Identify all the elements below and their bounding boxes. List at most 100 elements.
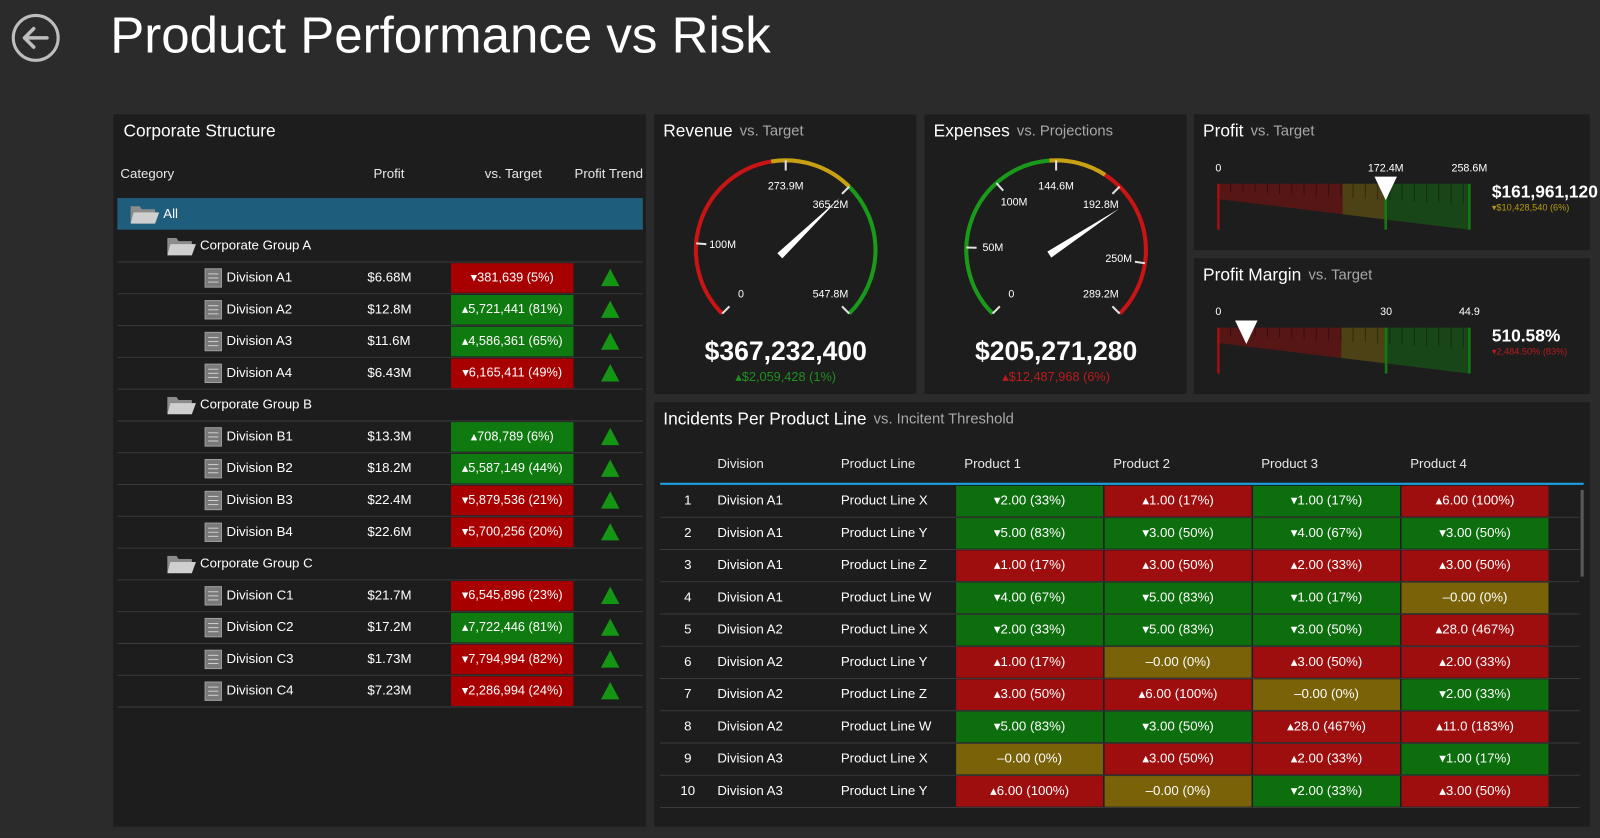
panel-title-main: Incidents Per Product Line: [663, 408, 866, 428]
incident-value: ▾1.00 (17%): [1291, 589, 1362, 604]
trend-icon: [601, 618, 620, 636]
vs-target-value: ▾5,879,536 (21%): [462, 492, 563, 507]
back-arrow[interactable]: [22, 26, 49, 49]
vs-target-value: ▾6,545,896 (23%): [462, 587, 563, 602]
vs-target-cell: [451, 263, 574, 293]
incident-cell: [1104, 647, 1252, 678]
bullet-delta: ▾$10,428,540 (6%): [1492, 203, 1570, 213]
trend-icon: [601, 300, 620, 318]
product-line-cell: Product Line W: [841, 718, 932, 733]
incident-cell: [1401, 711, 1549, 743]
incident-value: ▴6.00 (100%): [1139, 686, 1218, 701]
incident-value: ▾4.00 (67%): [1291, 525, 1362, 540]
bullet-delta: ▾2,484.50% (83%): [1492, 347, 1567, 357]
gauge-needle: [1047, 208, 1120, 258]
gauge-tick-label: 547.8M: [813, 289, 849, 301]
incident-cell: [1104, 582, 1252, 614]
product-line-cell: Product Line X: [841, 622, 928, 637]
incident-value: ▴1.00 (17%): [994, 557, 1065, 572]
division-cell: Division A2: [717, 718, 783, 733]
row-number: 9: [684, 751, 691, 766]
incident-value: ▾3.00 (50%): [1142, 718, 1213, 733]
row-number: 2: [684, 525, 691, 540]
page-title: Product Performance vs Risk: [110, 6, 771, 63]
division-cell: Division A1: [717, 525, 783, 540]
product-line-cell: Product Line X: [841, 493, 928, 508]
vs-target-cell: [451, 358, 574, 389]
incident-value: ▴3.00 (50%): [1439, 557, 1510, 572]
column-header: Product 2: [1113, 456, 1170, 471]
incident-cell: [1401, 776, 1549, 807]
product-line-cell: Product Line Y: [841, 654, 928, 669]
trend-icon: [601, 682, 620, 700]
incident-cell: [1253, 679, 1400, 710]
incident-cell: [1104, 485, 1252, 517]
row-number: 6: [684, 654, 691, 669]
group-label: Corporate Group C: [200, 556, 313, 571]
incident-cell: [1253, 776, 1400, 807]
vs-target-value: ▾7,794,994 (82%): [462, 651, 563, 666]
tree-label: All: [163, 206, 178, 221]
row-number: 3: [684, 557, 691, 572]
column-header: Division: [717, 456, 763, 471]
vs-target-cell: [451, 676, 574, 706]
vs-target-value: ▾5,700,256 (20%): [462, 524, 563, 539]
gauge-tick-label: 250M: [1105, 253, 1132, 265]
gauge-band: [847, 185, 878, 316]
column-header: vs. Target: [485, 166, 543, 181]
group-icon: [167, 562, 196, 574]
vs-target-value: ▴708,789 (6%): [471, 428, 554, 443]
incident-value: ▾1.00 (17%): [1439, 751, 1510, 766]
product-line-cell: Product Line Y: [841, 525, 928, 540]
trend-icon: [601, 586, 620, 604]
incident-cell: [1253, 614, 1400, 646]
incident-cell: [1253, 582, 1400, 614]
bullet-marker: [1235, 320, 1258, 344]
incident-cell: [1253, 711, 1400, 743]
panel-subtitle: vs. Incitent Threshold: [874, 411, 1014, 427]
column-header: Profit: [373, 166, 404, 181]
incident-value: ▴28.0 (467%): [1287, 718, 1366, 733]
division-label: Division A1: [227, 269, 293, 284]
incident-cell: [1104, 776, 1252, 807]
panel-subtitle: vs. Target: [740, 124, 804, 140]
bullet-band: [1218, 183, 1343, 215]
group-label: Corporate Group A: [200, 238, 311, 253]
column-header: Product 4: [1410, 456, 1467, 471]
profit-value: $22.4M: [367, 492, 411, 507]
incident-cell: [1401, 582, 1549, 614]
vs-target-cell: [451, 453, 574, 484]
group-label: Corporate Group B: [200, 397, 312, 412]
vs-target-cell: [451, 612, 574, 643]
incident-value: ▾3.00 (50%): [1142, 525, 1213, 540]
back-button[interactable]: [11, 13, 60, 62]
division-label: Division C3: [227, 651, 294, 666]
column-header: Product 3: [1261, 456, 1318, 471]
panel-title: Incidents Per Product Line vs. Incitent T…: [663, 408, 1014, 428]
column-header: Profit Trend: [574, 166, 643, 181]
incident-cell: [956, 711, 1104, 743]
panel-title: Profit vs. Target: [1203, 120, 1314, 140]
incident-cell: [1104, 711, 1252, 743]
gauge-tick-label: 289.2M: [1083, 289, 1119, 301]
bullet-value: 510.58%: [1492, 325, 1560, 345]
product-line-cell: Product Line Z: [841, 557, 927, 572]
root-icon: [130, 212, 160, 224]
trend-icon: [601, 523, 620, 541]
incident-cell: [1401, 485, 1549, 517]
division-label: Division B3: [227, 492, 293, 507]
back-button-ring[interactable]: [11, 13, 60, 62]
panel-subtitle: vs. Projections: [1017, 124, 1113, 140]
incident-cell: [956, 485, 1104, 517]
vs-target-value: ▴7,722,446 (81%): [462, 619, 563, 634]
gauge-tick: [991, 305, 1001, 315]
incident-cell: [956, 743, 1104, 775]
group-icon: [167, 403, 196, 415]
incident-value: ▴2.00 (33%): [1291, 557, 1362, 572]
gauge-tick-label: 100M: [1001, 197, 1028, 209]
gauge-tick: [1111, 185, 1121, 195]
gauge-band: [964, 158, 1050, 316]
division-label: Division B4: [227, 524, 293, 539]
